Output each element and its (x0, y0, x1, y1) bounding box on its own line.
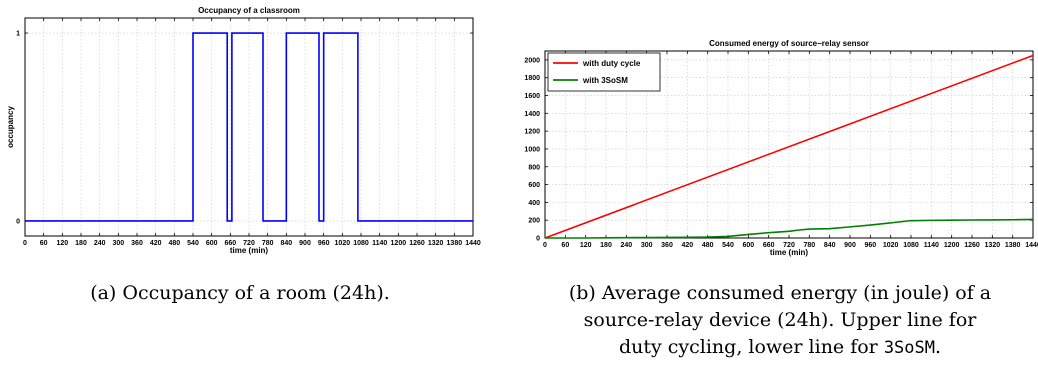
c1-series-line-1 (545, 218, 1034, 239)
c0-axes-frame (24, 17, 474, 237)
c1-chart-title: Consumed energy of source−relay sensor (709, 39, 869, 48)
c0-xtick-label-7: 420 (150, 240, 162, 247)
c0-ytick-label-0: 0 (16, 218, 20, 225)
c1-xtick-label-0: 0 (543, 242, 547, 249)
c1-xtick-label-7: 420 (681, 242, 693, 249)
c1-ytick-label-5: 1000 (524, 146, 540, 153)
c0-xtick-label-8: 480 (168, 240, 180, 247)
c1-xtick-label-22: 1320 (985, 242, 1001, 249)
c0-xtick-label-17: 1020 (335, 240, 351, 247)
c0-xtick-label-11: 660 (224, 240, 236, 247)
occupancy-panel: 0 60 120 180 240 300 360 420 480 540 600 660 720 780 8… (0, 0, 485, 265)
c1-xtick-label-24: 1440 (1025, 242, 1038, 249)
c1-xtick-label-5: 300 (641, 242, 653, 249)
c0-xtick-label-2: 120 (56, 240, 68, 247)
c1-axes-frame (544, 50, 1034, 239)
c1-xtick-label-20: 1200 (944, 242, 960, 249)
c1-ytick-label-0: 0 (536, 236, 540, 243)
c0-xtick-label-20: 1200 (391, 240, 407, 247)
c0-xtick-label-1: 60 (40, 240, 48, 247)
c0-xtick-label-4: 240 (94, 240, 106, 247)
c1-ytick-label-6: 1200 (524, 129, 540, 136)
c1-xtick-label-11: 660 (763, 242, 775, 249)
c1-xtick-label-8: 480 (702, 242, 714, 249)
caption-b-line-3-text: duty cycling, lower line for (618, 336, 884, 358)
c1-ytick-label-3: 600 (528, 182, 540, 189)
c0-xtick-label-22: 1320 (428, 240, 444, 247)
c1-xtick-label-1: 60 (561, 242, 569, 249)
c1-xtick-label-4: 240 (620, 242, 632, 249)
c0-xtick-label-14: 840 (280, 240, 292, 247)
c0-xtick-label-3: 180 (75, 240, 87, 247)
c1-ytick-label-1: 200 (528, 218, 540, 225)
c1-xtick-label-18: 1080 (903, 242, 919, 249)
c0-ytick-label-1: 1 (16, 31, 20, 38)
caption-b-line-2: source-relay device (24h). Upper line fo… (583, 309, 977, 331)
c0-xtick-label-6: 360 (131, 240, 143, 247)
c0-xtick-label-23: 1380 (447, 240, 463, 247)
c0-y-axis-label: occupancy (6, 106, 15, 148)
c0-series-line-0 (25, 32, 473, 222)
c0-xtick-label-10: 600 (206, 240, 218, 247)
c0-xtick-label-18: 1080 (353, 240, 369, 247)
c0-xtick-label-16: 960 (318, 240, 330, 247)
c1-xtick-label-10: 600 (742, 242, 754, 249)
c1-xtick-label-13: 780 (803, 242, 815, 249)
c1-legend-label-1: with 3SoSM (582, 76, 628, 85)
c1-ytick-label-4: 800 (528, 164, 540, 171)
c0-xtick-label-24: 1440 (465, 240, 481, 247)
caption-b-period: . (935, 336, 942, 358)
energy-chart: 0 60 120 180 240 300 360 420 480 540 600 660 720 780 8… (524, 39, 1038, 257)
c1-ytick-label-9: 1800 (524, 75, 540, 82)
c1-xtick-label-17: 1020 (883, 242, 899, 249)
c0-xtick-label-21: 1260 (409, 240, 425, 247)
c0-x-axis-label: time (min) (230, 246, 269, 255)
c0-xtick-label-13: 780 (262, 240, 274, 247)
c1-xtick-label-9: 540 (722, 242, 734, 249)
c1-xtick-label-14: 840 (824, 242, 836, 249)
caption-b-line-1: (b) Average consumed energy (in joule) o… (568, 282, 992, 304)
c1-x-axis-label: time (min) (770, 248, 809, 257)
c0-xtick-label-12: 720 (243, 240, 255, 247)
energy-panel: 0 60 120 180 240 300 360 420 480 540 600 660 720 780 8… (500, 0, 1038, 265)
c1-ytick-label-8: 1600 (524, 93, 540, 100)
caption-a: (a) Occupancy of a room (24h). (70, 280, 410, 307)
c1-xtick-label-15: 900 (844, 242, 856, 249)
c1-legend-box (547, 52, 661, 92)
c1-legend-label-0: with duty cycle (582, 59, 641, 68)
c1-xtick-label-21: 1260 (964, 242, 980, 249)
c1-ytick-label-2: 400 (528, 200, 540, 207)
c0-xtick-label-0: 0 (23, 240, 27, 247)
c0-xtick-label-15: 900 (299, 240, 311, 247)
c0-xtick-label-19: 1140 (372, 240, 387, 247)
c1-xtick-label-6: 360 (661, 242, 673, 249)
c1-xtick-label-16: 960 (864, 242, 876, 249)
c1-ytick-label-7: 1400 (524, 111, 540, 118)
c0-chart-title: Occupancy of a classroom (198, 6, 300, 15)
c0-xtick-label-9: 540 (187, 240, 199, 247)
c1-xtick-label-2: 120 (580, 242, 592, 249)
caption-b: (b) Average consumed energy (in joule) o… (522, 280, 1038, 362)
c1-xtick-label-3: 180 (600, 242, 612, 249)
caption-b-method-name: 3SoSM (883, 338, 935, 358)
c1-ytick-label-10: 2000 (524, 57, 540, 64)
c1-xtick-label-23: 1380 (1005, 242, 1021, 249)
caption-a-text: (a) Occupancy of a room (24h). (90, 282, 390, 304)
c1-xtick-label-19: 1140 (924, 242, 939, 249)
c1-series-line-0 (544, 54, 1034, 239)
c0-xtick-label-5: 300 (112, 240, 124, 247)
occupancy-chart: 0 60 120 180 240 300 360 420 480 540 600 660 720 780 8… (6, 6, 481, 255)
c1-xtick-label-12: 720 (783, 242, 795, 249)
caption-b-line-3: duty cycling, lower line for 3SoSM. (522, 334, 1038, 362)
